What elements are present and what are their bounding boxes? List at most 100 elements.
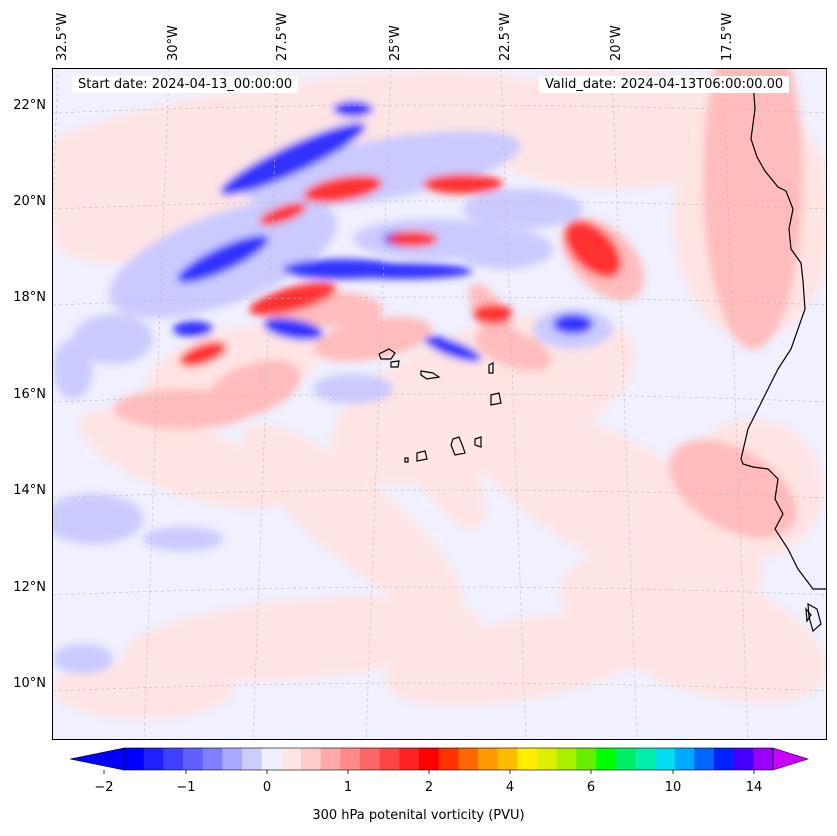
colorbar [70,747,810,774]
colorbar-segment [163,748,184,770]
colorbar-tick-label: 0 [262,780,272,795]
colorbar-segment [242,748,263,770]
pv-contour [564,220,622,278]
parallel [53,682,826,692]
colorbar-tick-label: 14 [745,780,763,795]
colorbar-segment [497,748,518,770]
pv-contour [53,339,93,399]
colorbar-segment [419,748,440,770]
coast-segment [488,362,494,374]
lat-label: 20°N [13,194,46,209]
colorbar-tick-label: −2 [94,780,114,795]
lon-label: 17.5°W [720,12,735,61]
meridian [722,69,749,739]
lon-label: 32.5°W [55,12,70,61]
colorbar-segment [202,748,223,770]
pv-contour [553,314,593,334]
colorbar-segment [183,748,204,770]
start-date-label: Start date: 2024-04-13_00:00:00 [72,76,299,93]
pv-map [52,68,827,740]
coast-segment [420,370,441,380]
lat-label: 22°N [13,98,46,113]
colorbar-segment [674,748,695,770]
coast-segment [390,360,400,368]
colorbar-segment [635,748,656,770]
lon-label: 22.5°W [498,12,513,61]
pv-contour [53,659,233,719]
colorbar-tick-label: 4 [505,780,515,795]
pv-contour [220,122,366,196]
colorbar-segment [143,748,164,770]
pv-contour [473,304,513,324]
colorbar-segment [281,748,302,770]
pv-contour [313,374,393,404]
pv-contour [423,174,503,194]
pv-contour [388,231,438,247]
parallel [53,489,826,499]
pv-contour [303,175,383,203]
colorbar-segment [655,748,676,770]
pv-contour [205,359,301,419]
pv-contour [73,314,153,364]
colorbar-segment [124,748,145,770]
colorbar-tick-label: −1 [176,780,196,795]
colorbar-segment [753,748,774,770]
pv-contour [259,202,307,226]
colorbar-segment [615,748,636,770]
pv-contour [453,229,553,269]
meridian [252,69,279,739]
pv-contour [462,399,764,599]
lon-label: 25°W [388,25,403,61]
pv-contour [249,282,337,316]
colorbar-under-arrow [70,747,125,771]
lat-label: 14°N [13,483,46,498]
lon-label: 30°W [166,25,181,61]
colorbar-tick-label: 2 [424,780,434,795]
pv-contour [173,321,213,337]
pv-contour [333,263,473,279]
parallel [53,104,826,114]
coastline [378,80,826,633]
meridian [611,69,638,739]
parallel [53,393,826,403]
colorbar-segment [596,748,617,770]
meridian [500,69,527,739]
colorbar-segment [340,748,361,770]
pv-contour [313,316,433,362]
valid-date-label: Valid_date: 2024-04-13T06:00:00.00 [539,76,790,93]
pv-contour [53,71,541,187]
colorbar-tick-label: 6 [586,780,596,795]
pv-contour [473,69,753,189]
parallel [53,296,826,306]
colorbar-tick-label: 10 [664,780,682,795]
colorbar-segment [694,748,715,770]
coast-segment [404,457,409,463]
pv-contour [143,527,223,551]
colorbar-segment [320,748,341,770]
coast-segment [416,450,428,462]
lat-label: 10°N [13,676,46,691]
coast-segment [490,392,502,406]
pv-contour [177,235,269,283]
meridian [365,69,392,739]
colorbar-segment [733,748,754,770]
pv-contour [78,409,288,509]
pv-contour [179,341,227,367]
pv-contour [463,189,583,229]
colorbar-segment [458,748,479,770]
pv-contour [123,596,483,682]
colorbar-segment [261,748,282,770]
parallel [53,200,826,210]
pv-contour [424,336,482,362]
coast-segment [474,436,482,448]
lat-label: 18°N [13,290,46,305]
pv-field [53,69,826,739]
colorbar-segment [478,748,499,770]
lon-label: 27.5°W [275,12,290,61]
parallel [53,586,826,596]
colorbar-segment [360,748,381,770]
meridian [143,69,170,739]
colorbar-segment [517,748,538,770]
pv-contour [669,439,797,539]
colorbar-over-arrow [772,747,810,771]
